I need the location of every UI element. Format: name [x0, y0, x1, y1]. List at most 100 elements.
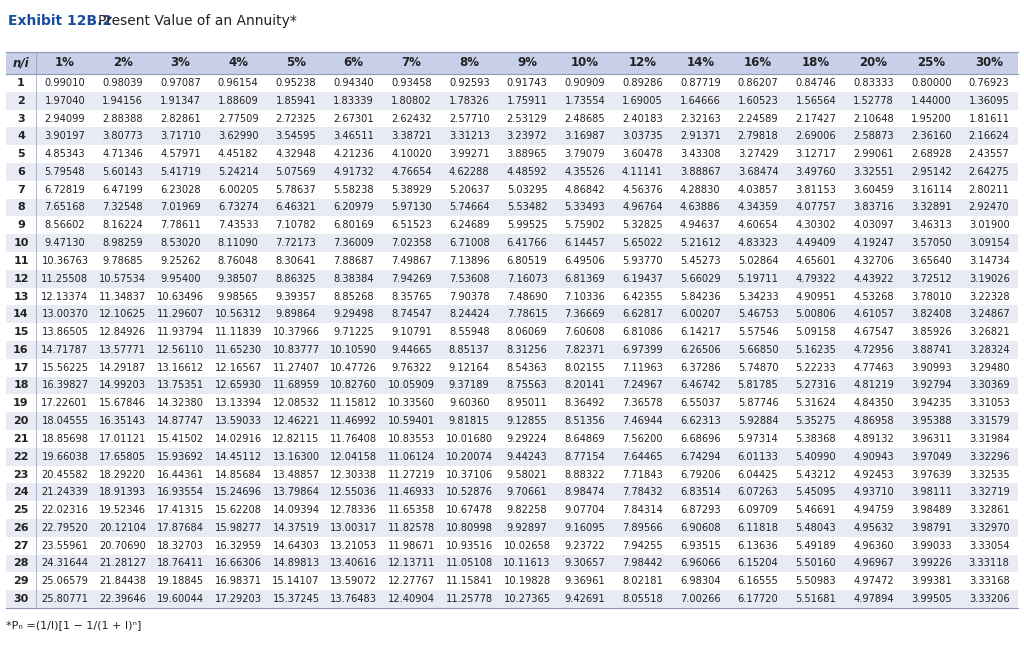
Text: 12.30338: 12.30338: [330, 469, 377, 479]
Text: 13: 13: [13, 291, 29, 301]
Text: 16.93554: 16.93554: [157, 487, 204, 497]
Text: 5.03295: 5.03295: [507, 185, 547, 195]
Text: 5.51681: 5.51681: [796, 594, 837, 604]
Text: 4.93710: 4.93710: [853, 487, 894, 497]
Text: 5.92884: 5.92884: [737, 416, 778, 426]
Text: 10.47726: 10.47726: [330, 363, 377, 373]
Text: 5.50160: 5.50160: [796, 559, 837, 569]
Text: 6.68696: 6.68696: [680, 434, 721, 444]
Text: 5.24214: 5.24214: [218, 167, 258, 177]
Text: 7.78611: 7.78611: [160, 220, 201, 230]
Text: 9.71225: 9.71225: [334, 327, 374, 337]
Text: 12.55036: 12.55036: [330, 487, 377, 497]
Text: 10.36763: 10.36763: [41, 256, 88, 266]
Text: 6.87293: 6.87293: [680, 505, 721, 515]
Text: 11: 11: [13, 256, 29, 266]
Text: 12.82115: 12.82115: [272, 434, 319, 444]
Text: 19: 19: [13, 398, 29, 408]
Text: 7.84314: 7.84314: [623, 505, 663, 515]
Text: 15.41502: 15.41502: [157, 434, 204, 444]
Text: 4.84350: 4.84350: [853, 398, 894, 408]
Text: 1.60523: 1.60523: [737, 96, 778, 106]
Text: 4.21236: 4.21236: [334, 149, 374, 159]
Text: 10.83777: 10.83777: [272, 345, 319, 355]
Text: 17.65805: 17.65805: [99, 452, 146, 462]
Text: 6.98304: 6.98304: [680, 576, 721, 586]
Text: 4.62288: 4.62288: [449, 167, 489, 177]
Bar: [6, 74, 1018, 92]
Text: 3.65640: 3.65640: [911, 256, 951, 266]
Text: 2.24589: 2.24589: [737, 113, 778, 123]
Text: 16.35143: 16.35143: [99, 416, 146, 426]
Text: 10.20074: 10.20074: [445, 452, 493, 462]
Bar: [6, 288, 1018, 305]
Text: 1.81611: 1.81611: [969, 113, 1010, 123]
Text: 5.32825: 5.32825: [623, 220, 663, 230]
Text: 7.65168: 7.65168: [44, 203, 85, 213]
Text: 15.62208: 15.62208: [215, 505, 262, 515]
Text: 7.49867: 7.49867: [391, 256, 432, 266]
Text: 6.73274: 6.73274: [218, 203, 258, 213]
Text: 2.17427: 2.17427: [796, 113, 837, 123]
Text: 4.53268: 4.53268: [853, 291, 894, 301]
Bar: [6, 572, 1018, 590]
Text: 2.48685: 2.48685: [564, 113, 605, 123]
Text: 5.41719: 5.41719: [160, 167, 201, 177]
Text: 8.86325: 8.86325: [275, 274, 316, 284]
Text: 2.95142: 2.95142: [911, 167, 951, 177]
Text: 4.19247: 4.19247: [853, 238, 894, 248]
Text: 0.98039: 0.98039: [102, 78, 143, 88]
Text: 4.90943: 4.90943: [853, 452, 894, 462]
Text: 3.38721: 3.38721: [391, 131, 432, 141]
Text: 9.92897: 9.92897: [507, 523, 547, 533]
Text: 3.81153: 3.81153: [796, 185, 837, 195]
Text: 8.30641: 8.30641: [275, 256, 316, 266]
Text: 3.98791: 3.98791: [911, 523, 951, 533]
Text: 3.09154: 3.09154: [969, 238, 1010, 248]
Text: 4.32706: 4.32706: [853, 256, 894, 266]
Text: 7.60608: 7.60608: [564, 327, 605, 337]
Text: 7.94269: 7.94269: [391, 274, 432, 284]
Bar: [6, 216, 1018, 234]
Text: 17.87684: 17.87684: [157, 523, 204, 533]
Text: 11.46933: 11.46933: [388, 487, 435, 497]
Text: 20.45582: 20.45582: [41, 469, 88, 479]
Text: 11.15841: 11.15841: [445, 576, 493, 586]
Text: 13.13394: 13.13394: [215, 398, 262, 408]
Text: 9.16095: 9.16095: [564, 523, 605, 533]
Text: 2.32163: 2.32163: [680, 113, 721, 123]
Text: 9.12164: 9.12164: [449, 363, 489, 373]
Text: 11.76408: 11.76408: [330, 434, 377, 444]
Text: 2.88388: 2.88388: [102, 113, 143, 123]
Bar: [6, 270, 1018, 288]
Text: 3: 3: [17, 113, 25, 123]
Text: 2.40183: 2.40183: [623, 113, 663, 123]
Text: 18%: 18%: [802, 57, 829, 70]
Text: 7.16073: 7.16073: [507, 274, 548, 284]
Text: 5.27316: 5.27316: [796, 381, 837, 391]
Text: 5.53482: 5.53482: [507, 203, 547, 213]
Text: 3.31984: 3.31984: [969, 434, 1010, 444]
Text: 9.44243: 9.44243: [507, 452, 547, 462]
Text: 22: 22: [13, 452, 29, 462]
Text: 5.07569: 5.07569: [275, 167, 316, 177]
Text: 6.55037: 6.55037: [680, 398, 721, 408]
Text: 6.62817: 6.62817: [623, 309, 663, 319]
Text: 4.85343: 4.85343: [45, 149, 85, 159]
Text: 3.03735: 3.03735: [623, 131, 663, 141]
Bar: [6, 127, 1018, 145]
Text: 3.16987: 3.16987: [564, 131, 605, 141]
Text: 11.15812: 11.15812: [330, 398, 378, 408]
Text: 3.31213: 3.31213: [449, 131, 489, 141]
Text: 4.96967: 4.96967: [853, 559, 894, 569]
Text: 3.88867: 3.88867: [680, 167, 721, 177]
Text: 12.78336: 12.78336: [330, 505, 377, 515]
Text: 7.78432: 7.78432: [623, 487, 663, 497]
Text: 2.67301: 2.67301: [334, 113, 374, 123]
Text: 3.97639: 3.97639: [911, 469, 951, 479]
Text: 11.68959: 11.68959: [272, 381, 319, 391]
Text: 5.74664: 5.74664: [449, 203, 489, 213]
Text: 12.56110: 12.56110: [157, 345, 204, 355]
Text: 17: 17: [13, 363, 29, 373]
Text: 13.79864: 13.79864: [272, 487, 319, 497]
